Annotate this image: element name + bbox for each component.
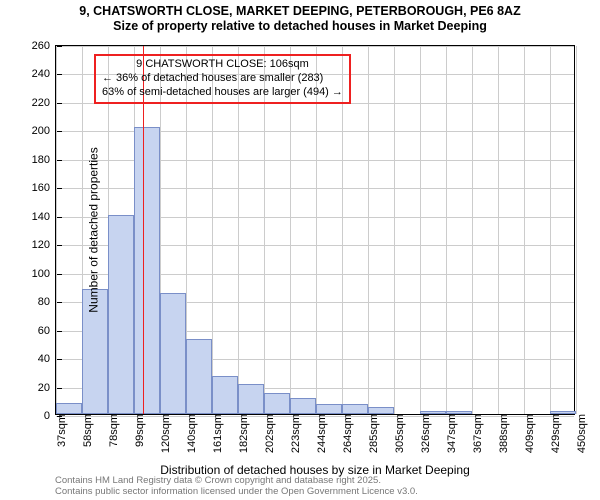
plot-area: 02040608010012014016018020022024026037sq… <box>55 45 575 415</box>
x-tick-label: 140sqm <box>182 414 198 453</box>
plot-frame: 02040608010012014016018020022024026037sq… <box>55 45 575 415</box>
histogram-bar <box>342 404 368 414</box>
y-tick-label: 240 <box>32 68 56 80</box>
histogram-bar <box>316 404 342 414</box>
x-tick-label: 99sqm <box>130 414 146 447</box>
histogram-bar <box>212 376 238 414</box>
y-tick-label: 100 <box>32 268 56 280</box>
histogram-bar <box>134 127 160 414</box>
gridline-vertical <box>56 46 57 414</box>
histogram-bar <box>108 215 134 414</box>
x-tick-label: 326sqm <box>416 414 432 453</box>
histogram-bar <box>264 393 290 414</box>
y-tick-label: 120 <box>32 239 56 251</box>
x-tick-label: 450sqm <box>572 414 588 453</box>
y-tick-label: 60 <box>38 325 56 337</box>
x-tick-label: 244sqm <box>312 414 328 453</box>
x-tick-label: 409sqm <box>520 414 536 453</box>
histogram-bar <box>550 411 576 414</box>
histogram-bar <box>368 407 394 414</box>
x-tick-label: 388sqm <box>494 414 510 453</box>
attribution-line1: Contains HM Land Registry data © Crown c… <box>55 475 381 486</box>
histogram-bar <box>420 411 446 414</box>
y-tick-label: 140 <box>32 211 56 223</box>
y-tick-label: 200 <box>32 125 56 137</box>
x-tick-label: 367sqm <box>468 414 484 453</box>
y-tick-label: 40 <box>38 353 56 365</box>
gridline-vertical <box>524 46 525 414</box>
x-tick-label: 120sqm <box>156 414 172 453</box>
attribution-text: Contains HM Land Registry data © Crown c… <box>55 476 418 498</box>
gridline-vertical <box>472 46 473 414</box>
histogram-bar <box>238 384 264 414</box>
x-tick-label: 305sqm <box>390 414 406 453</box>
gridline-vertical <box>576 46 577 414</box>
x-tick-label: 264sqm <box>338 414 354 453</box>
y-tick-label: 80 <box>38 296 56 308</box>
histogram-bar <box>186 339 212 414</box>
y-tick-label: 260 <box>32 40 56 52</box>
x-tick-label: 37sqm <box>52 414 68 447</box>
y-axis-label: Number of detached properties <box>87 147 101 312</box>
y-tick-label: 20 <box>38 382 56 394</box>
chart-title-line1: 9, CHATSWORTH CLOSE, MARKET DEEPING, PET… <box>0 4 600 18</box>
x-tick-label: 161sqm <box>208 414 224 453</box>
chart-title-line2: Size of property relative to detached ho… <box>0 19 600 33</box>
gridline-vertical <box>394 46 395 414</box>
histogram-bar <box>56 403 82 414</box>
y-tick-label: 180 <box>32 154 56 166</box>
gridline-vertical <box>446 46 447 414</box>
histogram-bar <box>290 398 316 414</box>
x-tick-label: 58sqm <box>78 414 94 447</box>
gridline-vertical <box>550 46 551 414</box>
gridline-vertical <box>420 46 421 414</box>
callout-box: 9 CHATSWORTH CLOSE: 106sqm← 36% of detac… <box>94 54 351 104</box>
attribution-line2: Contains public sector information licen… <box>55 486 418 497</box>
gridline-vertical <box>498 46 499 414</box>
gridline-vertical <box>368 46 369 414</box>
callout-line-larger: 63% of semi-detached houses are larger (… <box>102 86 343 100</box>
y-tick-label: 160 <box>32 182 56 194</box>
x-tick-label: 347sqm <box>442 414 458 453</box>
x-tick-label: 429sqm <box>546 414 562 453</box>
histogram-bar <box>160 293 186 414</box>
x-tick-label: 78sqm <box>104 414 120 447</box>
histogram-bar <box>446 411 472 414</box>
x-tick-label: 285sqm <box>364 414 380 453</box>
callout-title: 9 CHATSWORTH CLOSE: 106sqm <box>102 58 343 72</box>
x-tick-label: 182sqm <box>234 414 250 453</box>
chart-title-block: 9, CHATSWORTH CLOSE, MARKET DEEPING, PET… <box>0 0 600 33</box>
x-tick-label: 223sqm <box>286 414 302 453</box>
callout-line-smaller: ← 36% of detached houses are smaller (28… <box>102 72 343 86</box>
x-tick-label: 202sqm <box>260 414 276 453</box>
y-tick-label: 220 <box>32 97 56 109</box>
